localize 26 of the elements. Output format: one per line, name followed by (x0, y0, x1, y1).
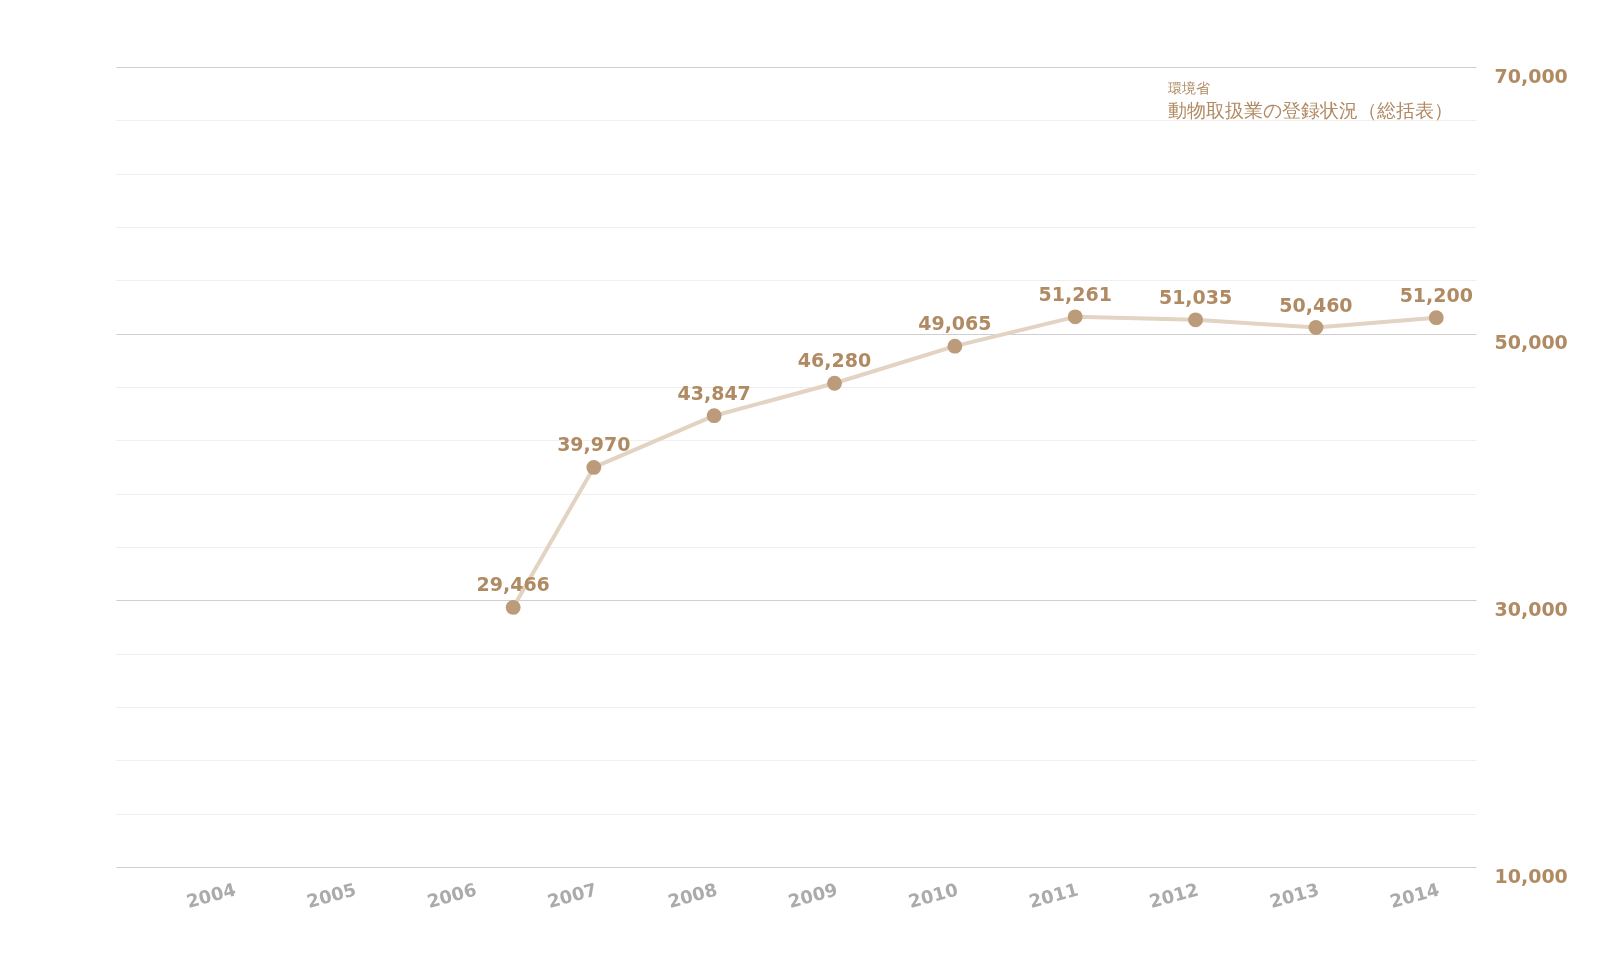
data-label: 50,460 (1279, 293, 1353, 316)
y-tick-label: 10,000 (1494, 864, 1568, 887)
x-tick-label: 2014 (1387, 878, 1442, 912)
data-label: 51,035 (1158, 285, 1233, 308)
x-tick-label: 2011 (1026, 878, 1081, 912)
data-label: 51,261 (1038, 282, 1112, 305)
x-tick-label: 2004 (184, 878, 238, 912)
y-tick-label: 70,000 (1494, 64, 1568, 87)
x-tick-label: 2009 (785, 878, 840, 912)
data-label: 49,065 (918, 312, 992, 335)
data-label: 29,466 (476, 573, 550, 596)
x-tick-label: 2013 (1267, 878, 1322, 912)
y-tick-label: 30,000 (1494, 597, 1568, 620)
data-label: 46,280 (797, 349, 872, 372)
data-label: 51,200 (1399, 283, 1473, 306)
x-tick-label: 2006 (424, 878, 479, 912)
x-tick-label: 2005 (304, 878, 359, 912)
annotation: 環境省 (1168, 80, 1210, 96)
x-tick-label: 2012 (1146, 878, 1201, 912)
data-label: 43,847 (677, 381, 751, 404)
x-tick-label: 2007 (545, 878, 599, 912)
annotation: 動物取扱業の登録状況（総括表） (1168, 99, 1453, 121)
data-label: 39,970 (557, 433, 631, 456)
y-tick-label: 50,000 (1494, 331, 1568, 354)
x-tick-label: 2010 (906, 878, 961, 912)
x-tick-label: 2008 (665, 878, 720, 912)
